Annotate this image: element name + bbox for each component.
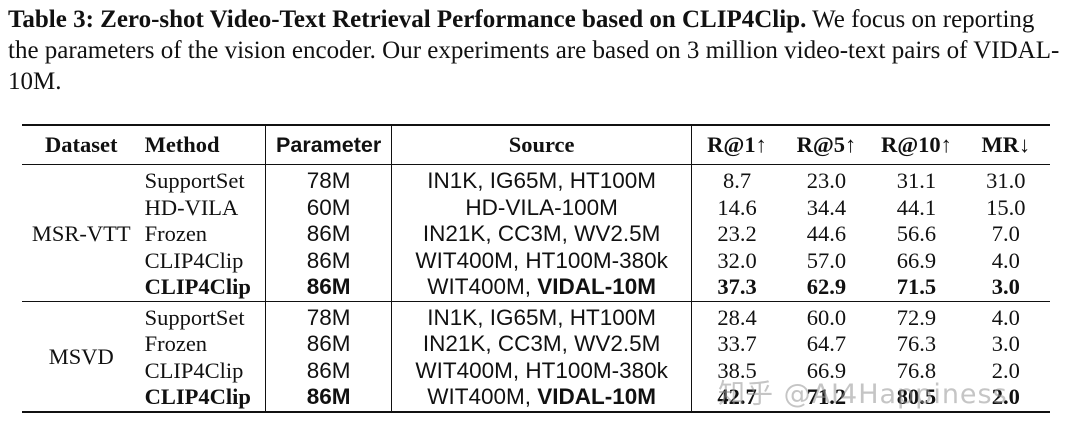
source-cell: WIT400M, VIDAL-10M (391, 274, 693, 301)
table-row-highlight: CLIP4Clip 86M WIT400M, VIDAL-10M 42.7 71… (22, 384, 1050, 412)
param-cell: 78M (265, 301, 392, 331)
header-r1: R@1↑ (707, 132, 767, 157)
r10-cell: 76.3 (896, 331, 937, 356)
mr-cell: 2.0 (991, 357, 1020, 383)
r1-cell: 28.4 (717, 304, 757, 330)
param-cell: 86M (265, 247, 392, 274)
header-row: Dataset Method Parameter Source R@1↑ R@5… (22, 125, 1050, 165)
source-cell: IN21K, CC3M, WV2.5M (391, 331, 693, 358)
method-cell: Frozen (144, 221, 208, 246)
header-mr: MR↓ (981, 132, 1031, 157)
source-cell: WIT400M, HT100M-380k (391, 247, 693, 274)
table-caption: Table 3: Zero-shot Video-Text Retrieval … (8, 4, 1068, 97)
method-cell: CLIP4Clip (144, 274, 251, 299)
header-r5: R@5↑ (796, 132, 857, 157)
mr-cell: 3.0 (991, 331, 1020, 356)
method-cell: CLIP4Clip (144, 247, 244, 273)
r1-cell: 33.7 (717, 331, 757, 356)
method-cell: CLIP4Clip (144, 384, 251, 409)
r5-cell: 34.4 (806, 194, 847, 220)
source-cell: IN21K, CC3M, WV2.5M (391, 221, 693, 248)
table-header: Dataset Method Parameter Source R@1↑ R@5… (22, 125, 1050, 165)
group-msrvtt: MSR-VTT SupportSet 78M IN1K, IG65M, HT10… (22, 164, 1050, 301)
r1-cell: 14.6 (717, 194, 757, 220)
param-cell: 86M (265, 331, 392, 358)
caption-label: Table 3: (8, 6, 94, 33)
mr-cell: 15.0 (986, 194, 1026, 220)
r1-cell: 32.0 (717, 247, 757, 273)
param-cell: 60M (265, 194, 392, 221)
mr-cell: 4.0 (991, 247, 1020, 273)
param-cell: 86M (265, 221, 392, 248)
r5-cell: 71.2 (806, 384, 847, 409)
r5-cell: 23.0 (806, 168, 847, 193)
table-row: Frozen 86M IN21K, CC3M, WV2.5M 33.7 64.7… (22, 331, 1050, 358)
group-msvd: MSVD SupportSet 78M IN1K, IG65M, HT100M … (22, 301, 1050, 412)
mr-cell: 7.0 (991, 221, 1020, 246)
method-cell: HD-VILA (144, 194, 239, 220)
caption-body: We focus on reporting the parameters of … (8, 6, 1060, 95)
mr-cell: 31.0 (986, 168, 1026, 193)
table-row: MSR-VTT SupportSet 78M IN1K, IG65M, HT10… (22, 164, 1050, 246)
results-table: Dataset Method Parameter Source R@1↑ R@5… (22, 124, 1050, 413)
table-row: CLIP4Clip 86M WIT400M, HT100M-380k 38.5 … (22, 357, 1050, 384)
mr-cell: 2.0 (991, 384, 1020, 409)
r1-cell: 42.7 (717, 384, 757, 409)
source-prefix: WIT400M, (427, 384, 538, 409)
r10-cell: 71.5 (896, 274, 937, 299)
source-highlight: VIDAL-10M (537, 274, 657, 299)
r1-cell: 38.5 (717, 357, 757, 383)
source-prefix: WIT400M, (427, 274, 538, 299)
r5-cell: 44.6 (806, 221, 847, 246)
table-row: CLIP4Clip 86M WIT400M, HT100M-380k 32.0 … (22, 247, 1050, 274)
r10-cell: 44.1 (896, 194, 937, 220)
r5-cell: 62.9 (806, 274, 847, 299)
header-parameter: Parameter (265, 125, 392, 165)
source-cell: IN1K, IG65M, HT100M (391, 164, 693, 195)
r10-cell: 56.6 (896, 221, 937, 246)
r1-cell: 37.3 (717, 274, 757, 299)
source-cell: IN1K, IG65M, HT100M (391, 301, 693, 331)
r10-cell: 31.1 (896, 168, 937, 193)
param-cell: 86M (265, 274, 392, 301)
r10-cell: 76.8 (896, 357, 937, 383)
param-cell: 78M (265, 164, 392, 195)
table-row-highlight: CLIP4Clip 86M WIT400M, VIDAL-10M 37.3 62… (22, 274, 1050, 301)
r10-cell: 66.9 (896, 247, 937, 273)
table-row: MSVD SupportSet 78M IN1K, IG65M, HT100M … (22, 301, 1050, 369)
header-method: Method (144, 132, 220, 157)
r5-cell: 60.0 (806, 304, 847, 330)
param-cell: 86M (265, 357, 392, 384)
method-cell: SupportSet (144, 168, 245, 193)
r1-cell: 8.7 (722, 168, 752, 193)
param-cell: 86M (265, 384, 392, 412)
method-cell: SupportSet (144, 304, 245, 330)
source-cell: WIT400M, VIDAL-10M (391, 384, 693, 412)
dataset-cell: MSVD (48, 344, 114, 370)
header-r10: R@10↑ (880, 132, 952, 157)
dataset-cell: MSR-VTT (31, 221, 131, 246)
table-row: HD-VILA 60M HD-VILA-100M 14.6 34.4 44.1 … (22, 194, 1050, 221)
method-cell: CLIP4Clip (144, 357, 244, 383)
source-cell: WIT400M, HT100M-380k (391, 357, 693, 384)
header-dataset: Dataset (45, 132, 118, 157)
r10-cell: 72.9 (896, 304, 937, 330)
r5-cell: 57.0 (806, 247, 847, 273)
source-cell: HD-VILA-100M (391, 194, 693, 221)
r5-cell: 64.7 (806, 331, 847, 356)
table-row: Frozen 86M IN21K, CC3M, WV2.5M 23.2 44.6… (22, 221, 1050, 248)
header-source: Source (391, 125, 693, 165)
r5-cell: 66.9 (806, 357, 847, 383)
mr-cell: 4.0 (991, 304, 1020, 330)
caption-title: Zero-shot Video-Text Retrieval Performan… (100, 6, 807, 33)
r1-cell: 23.2 (717, 221, 757, 246)
mr-cell: 3.0 (991, 274, 1020, 299)
r10-cell: 80.5 (896, 384, 937, 409)
method-cell: Frozen (144, 331, 208, 356)
source-highlight: VIDAL-10M (537, 384, 657, 409)
